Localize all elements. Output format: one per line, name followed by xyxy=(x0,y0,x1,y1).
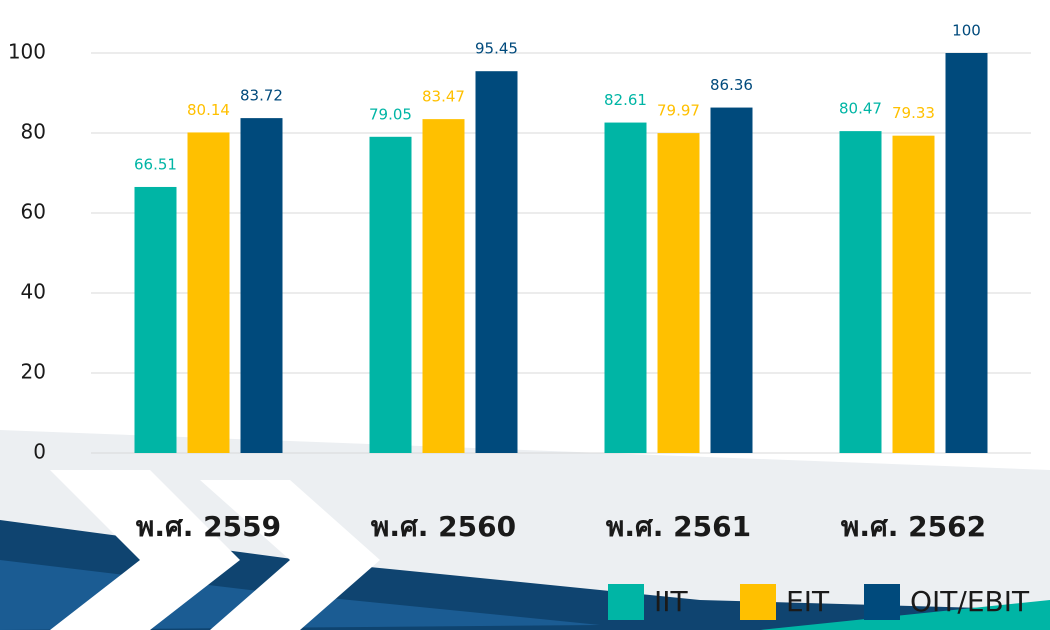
legend-swatch xyxy=(740,584,776,620)
bar xyxy=(657,133,700,453)
bar xyxy=(604,122,647,453)
legend-label: EIT xyxy=(786,585,830,618)
x-tick-label: พ.ศ. 2559 xyxy=(136,510,281,543)
value-label: 86.36 xyxy=(710,76,753,94)
value-label: 80.14 xyxy=(187,101,230,119)
legend-label: IIT xyxy=(654,585,689,618)
bar xyxy=(710,107,753,453)
value-label: 82.61 xyxy=(604,91,647,109)
x-tick-label: พ.ศ. 2561 xyxy=(606,510,751,543)
y-tick-label: 60 xyxy=(21,200,46,224)
value-label: 80.47 xyxy=(839,100,882,118)
y-tick-label: 80 xyxy=(21,120,46,144)
value-label: 83.47 xyxy=(422,88,465,106)
value-label: 83.72 xyxy=(240,87,283,105)
value-label: 66.51 xyxy=(134,155,177,173)
value-label: 79.05 xyxy=(369,105,412,123)
bar xyxy=(134,186,177,453)
background-decoration xyxy=(0,430,1050,630)
y-tick-label: 0 xyxy=(33,440,46,464)
legend-swatch xyxy=(608,584,644,620)
x-tick-label: พ.ศ. 2562 xyxy=(841,510,986,543)
bar xyxy=(422,119,465,454)
bar xyxy=(240,118,283,454)
value-label: 95.45 xyxy=(475,40,518,58)
bar xyxy=(369,136,412,454)
value-label: 79.97 xyxy=(657,102,700,120)
bar xyxy=(187,132,230,453)
legend-label: OIT/EBIT xyxy=(910,585,1030,618)
bar xyxy=(475,71,518,453)
value-label: 79.33 xyxy=(892,104,935,122)
value-label: 100 xyxy=(952,22,981,40)
x-tick-label: พ.ศ. 2560 xyxy=(371,510,516,543)
y-tick-label: 100 xyxy=(8,40,46,64)
bar xyxy=(945,53,988,453)
legend-swatch xyxy=(864,584,900,620)
bar xyxy=(892,135,935,453)
bar xyxy=(839,131,882,453)
y-tick-label: 40 xyxy=(21,280,46,304)
y-tick-label: 20 xyxy=(21,360,46,384)
